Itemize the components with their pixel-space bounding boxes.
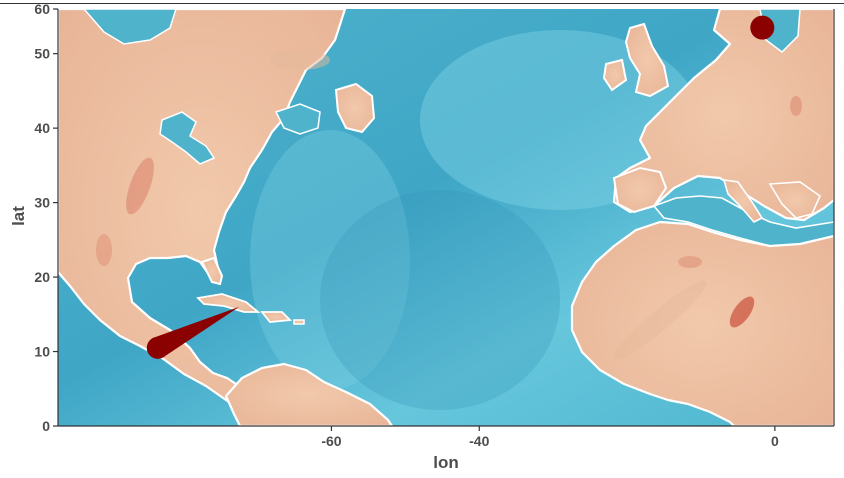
y-tick-label: 60 bbox=[34, 1, 50, 17]
land-accent bbox=[790, 96, 802, 116]
y-tick-label: 20 bbox=[34, 269, 50, 285]
x-axis-title: lon bbox=[433, 453, 459, 472]
land-puerto-rico bbox=[293, 319, 305, 325]
basemap bbox=[58, 9, 834, 426]
land-ireland bbox=[602, 58, 628, 92]
ocean-dark-patch bbox=[320, 190, 560, 410]
x-tick-label: 0 bbox=[771, 433, 779, 449]
great-lakes bbox=[159, 111, 216, 165]
land-florida bbox=[200, 256, 224, 286]
marker-circle bbox=[750, 15, 775, 40]
y-tick-label: 40 bbox=[34, 120, 50, 136]
land-newfoundland bbox=[334, 82, 376, 134]
markers-layer bbox=[146, 15, 775, 359]
land-balkans bbox=[768, 181, 821, 219]
y-axis-title: lat bbox=[9, 206, 28, 226]
land-accent bbox=[126, 157, 154, 215]
land-accent bbox=[729, 296, 755, 328]
y-tick-label: 50 bbox=[34, 46, 50, 62]
x-axis-ticks: -60 -40 0 bbox=[321, 426, 779, 449]
land-hispaniola bbox=[260, 311, 292, 323]
x-tick-label: -40 bbox=[469, 433, 489, 449]
marker-comet-head bbox=[146, 336, 169, 359]
land-accent bbox=[96, 234, 112, 266]
gulf-of-st-lawrence bbox=[274, 103, 321, 135]
land-north-america bbox=[58, 9, 347, 412]
marker-comet-tail bbox=[152, 306, 240, 358]
hudson-bay bbox=[83, 9, 177, 45]
land-iberia bbox=[612, 166, 668, 214]
land-accent bbox=[613, 280, 707, 360]
x-tick-label: -60 bbox=[321, 433, 341, 449]
y-tick-label: 10 bbox=[34, 344, 50, 360]
ocean-light-patch bbox=[420, 30, 700, 210]
land-accent bbox=[678, 256, 702, 268]
y-axis-ticks: 0 10 20 30 40 50 60 bbox=[34, 1, 58, 434]
y-tick-label: 0 bbox=[42, 418, 50, 434]
land-africa bbox=[570, 220, 834, 426]
y-tick-label: 30 bbox=[34, 195, 50, 211]
land-italy bbox=[722, 179, 764, 223]
mediterranean-sea bbox=[652, 195, 834, 247]
land-cuba bbox=[196, 293, 261, 313]
land-accent bbox=[270, 50, 330, 70]
ocean-light-patch bbox=[250, 130, 410, 390]
land-south-america bbox=[224, 362, 394, 426]
land-great-britain bbox=[624, 22, 670, 98]
